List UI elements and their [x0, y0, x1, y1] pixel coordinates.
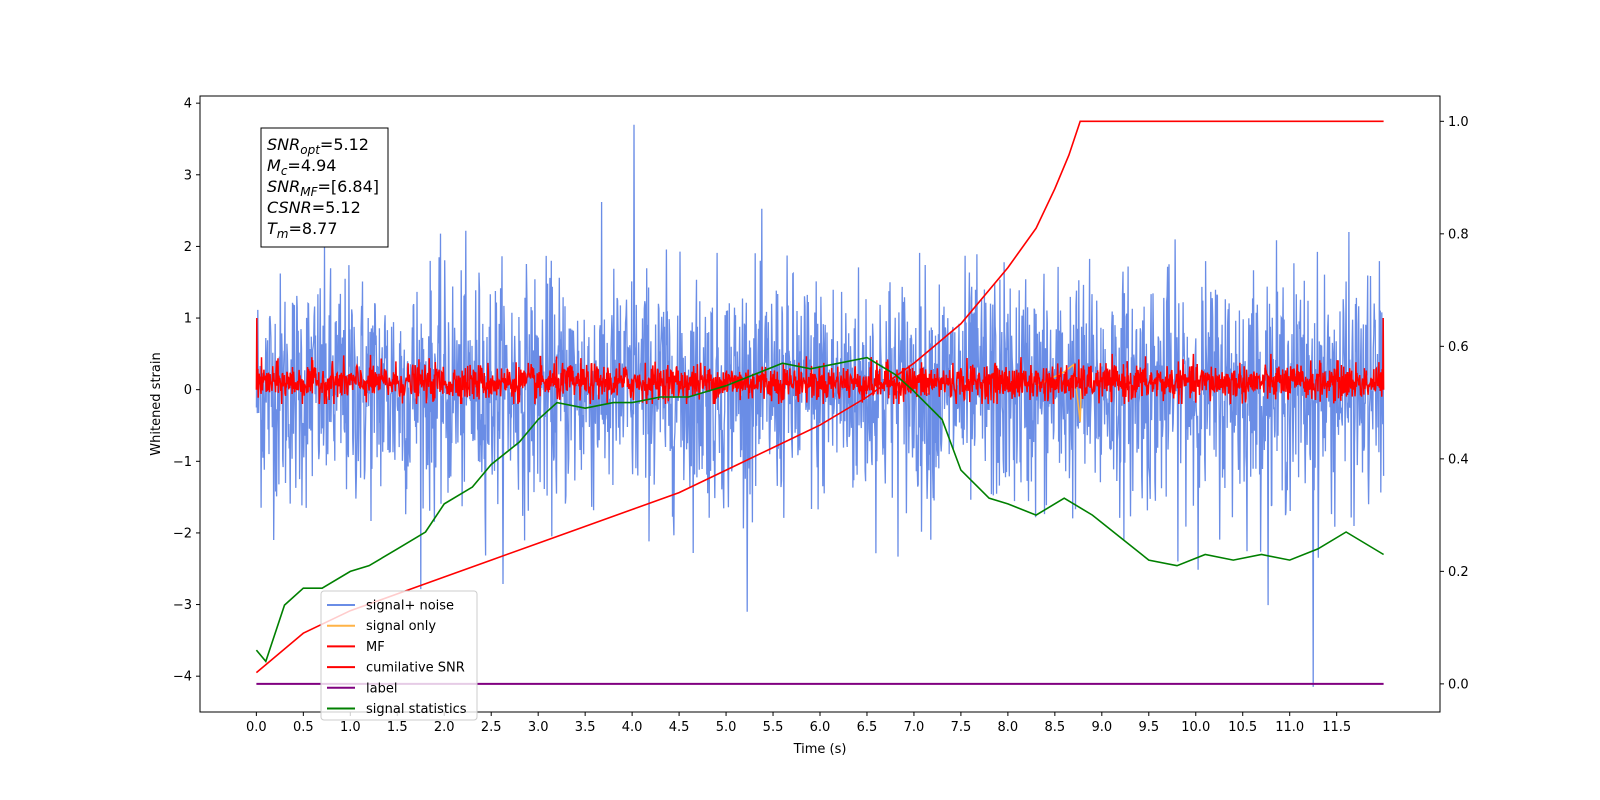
- x-tick-label: 1.5: [387, 720, 408, 735]
- legend-item: MF: [327, 640, 385, 655]
- x-tick-label: 2.0: [434, 720, 455, 735]
- stats-sub: opt: [300, 143, 321, 157]
- legend-item: signal only: [327, 619, 436, 634]
- legend-label: cumilative SNR: [366, 661, 465, 676]
- legend-label: label: [366, 681, 397, 696]
- stats-sub: MF: [300, 185, 318, 199]
- x-tick-label: 2.5: [481, 720, 502, 735]
- stats-value: =4.94: [287, 156, 336, 175]
- x-tick-label: 0.0: [246, 720, 267, 735]
- y-tick-label: −3: [173, 598, 192, 613]
- legend-item: cumilative SNR: [327, 661, 465, 676]
- y2-tick-label: 0.4: [1448, 452, 1469, 467]
- y-tick-label: −1: [173, 455, 192, 470]
- y-tick-label: −2: [173, 526, 192, 541]
- y2-tick-label: 1.0: [1448, 115, 1469, 130]
- legend-label: signal+ noise: [366, 599, 454, 614]
- x-tick-label: 1.0: [340, 720, 361, 735]
- x-tick-label: 5.5: [763, 720, 784, 735]
- y-tick-label: 4: [184, 97, 192, 112]
- legend-frame: [320, 590, 478, 721]
- legend: signal+ noise signal only MF cumilative SNR…: [320, 590, 478, 721]
- y-axis-label: Whitened strain: [149, 352, 164, 455]
- stats-annotation-box: SNRopt=5.12 Mc=4.94 SNRMF=[6.84] CSNR=5.12 T…: [260, 127, 389, 248]
- stats-sub: m: [277, 227, 289, 241]
- plot-layer: [255, 120, 1385, 687]
- stats-value: =5.12: [320, 135, 369, 154]
- series-signal-noise-line: [255, 124, 1385, 687]
- legend-item: label: [327, 681, 397, 696]
- x-tick-label: 10.5: [1228, 720, 1257, 735]
- x-tick-label: 9.5: [1138, 720, 1159, 735]
- x-tick-label: 7.0: [904, 720, 925, 735]
- y2-tick-label: 0.6: [1448, 340, 1469, 355]
- series-mf-line: [255, 317, 1385, 405]
- x-axis-label: Time (s): [793, 742, 847, 757]
- y-tick-label: 2: [184, 240, 192, 255]
- axes-layer: 0.0 0.5 1.0 1.5 2.0 2.5 3.0 3.5 4.0 4.5 5.0 5.5 6.0 6…: [173, 97, 1469, 735]
- legend-label: signal statistics: [366, 702, 467, 717]
- y2-tick-label: 0.2: [1448, 565, 1469, 580]
- x-tick-label: 0.5: [293, 720, 314, 735]
- stats-var: T: [267, 219, 278, 238]
- x-tick-label: 10.0: [1181, 720, 1210, 735]
- stats-var: M: [267, 156, 281, 175]
- x-tick-label: 6.5: [857, 720, 878, 735]
- x-tick-label: 5.0: [716, 720, 737, 735]
- y-tick-label: 3: [184, 168, 192, 183]
- stats-text: SNRopt=5.12 Mc=4.94 SNRMF=[6.84] CSNR=5.12 T…: [267, 135, 379, 241]
- series-cumulative-snr-line: [255, 120, 1384, 674]
- x-tick-label: 9.0: [1091, 720, 1112, 735]
- x-tick-label: 6.0: [810, 720, 831, 735]
- y2-tick-label: 0.0: [1448, 677, 1469, 692]
- y-tick-label: −4: [173, 670, 192, 685]
- x-tick-label: 4.5: [669, 720, 690, 735]
- stats-var: SNR: [267, 135, 300, 154]
- x-tick-label: 7.5: [951, 720, 972, 735]
- stats-value: =[6.84]: [318, 177, 380, 196]
- legend-item: signal statistics: [327, 702, 467, 717]
- y-tick-label: 0: [184, 383, 192, 398]
- stats-sub: c: [281, 164, 288, 178]
- x-tick-label: 11.5: [1322, 720, 1351, 735]
- legend-item: signal+ noise: [327, 599, 454, 614]
- y-tick-label: 1: [184, 312, 192, 327]
- x-tick-label: 3.5: [575, 720, 596, 735]
- y2-tick-label: 0.8: [1448, 227, 1469, 242]
- x-tick-label: 4.0: [622, 720, 643, 735]
- legend-label: signal only: [366, 619, 436, 634]
- stats-var: SNR: [267, 177, 300, 196]
- x-tick-label: 3.0: [528, 720, 549, 735]
- stats-value: =8.77: [288, 219, 337, 238]
- legend-label: MF: [366, 640, 385, 655]
- legend-items: signal+ noise signal only MF cumilative SNR…: [327, 599, 467, 717]
- stats-value: =5.12: [312, 198, 361, 217]
- x-tick-label: 11.0: [1275, 720, 1304, 735]
- x-tick-label: 8.0: [998, 720, 1019, 735]
- x-tick-label: 8.5: [1045, 720, 1066, 735]
- series-signal-statistics-line: [255, 356, 1385, 664]
- stats-var: CSNR: [267, 198, 312, 217]
- stats-box-frame: [260, 127, 389, 248]
